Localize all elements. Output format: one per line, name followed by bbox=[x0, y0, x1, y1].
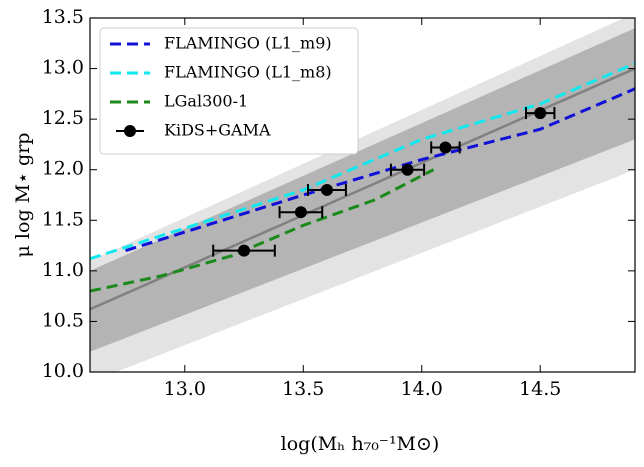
legend-box bbox=[99, 27, 359, 155]
x-axis-label: log(Mₕ h₇₀⁻¹M⊙) bbox=[281, 433, 440, 455]
y-tick-label: 13.5 bbox=[42, 6, 84, 28]
y-axis-label: μ log M⋆ grp bbox=[12, 133, 34, 258]
point bbox=[534, 107, 547, 120]
legend-label: FLAMINGO (L1_m9) bbox=[164, 34, 332, 53]
plot bbox=[90, 18, 635, 372]
y-tick-label: 11.5 bbox=[42, 208, 84, 230]
x-tick-label: 14.5 bbox=[519, 378, 561, 400]
point bbox=[439, 141, 452, 154]
y-tick-label: 12.0 bbox=[42, 158, 84, 180]
legend: FLAMINGO (L1_m9) FLAMINGO (L1_m8) LGal300-… bbox=[99, 27, 359, 155]
legend-swatch bbox=[124, 125, 136, 137]
y-tick-label: 11.0 bbox=[42, 259, 84, 281]
point bbox=[294, 206, 307, 219]
legend-label: FLAMINGO (L1_m8) bbox=[164, 63, 332, 82]
y-tick-label: 13.0 bbox=[42, 57, 84, 79]
y-tick-label: 10.0 bbox=[42, 360, 84, 382]
legend-label: LGal300-1 bbox=[164, 92, 248, 111]
point bbox=[320, 183, 333, 196]
x-tick-label: 14.0 bbox=[401, 378, 443, 400]
plot-frame bbox=[89, 17, 636, 373]
x-tick-label: 13.5 bbox=[282, 378, 324, 400]
y-tick-label: 10.5 bbox=[42, 309, 84, 331]
legend-label: KiDS+GAMA bbox=[164, 121, 271, 140]
y-tick-label: 12.5 bbox=[42, 107, 84, 129]
series-line bbox=[90, 62, 635, 261]
point bbox=[238, 244, 251, 257]
x-tick-label: 13.0 bbox=[164, 378, 206, 400]
point bbox=[401, 163, 414, 176]
series-line bbox=[125, 87, 635, 253]
series-line bbox=[90, 168, 435, 293]
